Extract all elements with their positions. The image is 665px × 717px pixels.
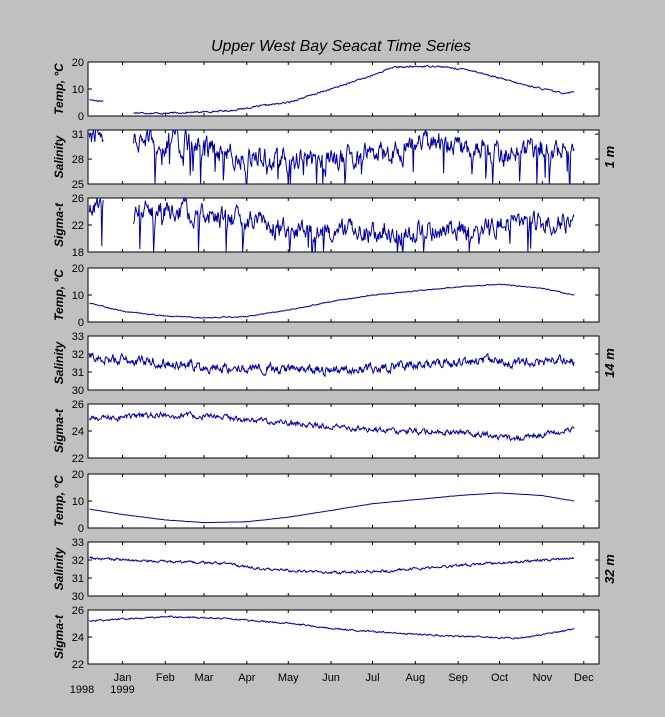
y-tick-label: 18 <box>72 247 84 259</box>
series-line <box>88 128 575 185</box>
y-tick-label: 32 <box>72 555 84 567</box>
x-tick-label: Nov <box>533 672 553 684</box>
depth-label: 32 m <box>602 554 617 584</box>
plot-area <box>87 267 600 323</box>
y-tick-label: 10 <box>72 84 84 96</box>
x-tick-label: Oct <box>491 672 508 684</box>
plot-area <box>87 197 600 253</box>
series-line <box>89 64 575 115</box>
depth-label: 1 m <box>602 145 617 168</box>
y-tick-label: 26 <box>72 193 84 205</box>
y-tick-label: 28 <box>72 154 84 166</box>
y-tick-label: 0 <box>78 523 84 535</box>
panel-sig_14m: 22 24 26 Sigma-t <box>52 399 600 465</box>
y-tick-label: 20 <box>72 57 84 69</box>
plot-area <box>87 129 600 185</box>
y-tick-label: 20 <box>72 263 84 275</box>
y-axis-label: Salinity <box>52 546 66 590</box>
y-tick-label: 24 <box>72 426 84 438</box>
panel-sal_14m: 30 31 32 33 Salinity <box>52 331 600 397</box>
x-tick-label: Mar <box>195 672 214 684</box>
depth-label: 14 m <box>602 348 617 378</box>
y-axis-label: Temp, °C <box>52 475 66 527</box>
plot-area <box>87 61 600 117</box>
x-tick-label: Feb <box>156 672 175 684</box>
series-line <box>89 556 575 575</box>
y-tick-label: 30 <box>72 385 84 397</box>
panels: 0 10 20 Temp, °C 25 28 31 Salinity 18 22 26 Sigma-t… <box>52 57 617 696</box>
series-line <box>89 283 575 319</box>
x-tick-label: Jan <box>114 672 132 684</box>
y-tick-label: 0 <box>78 317 84 329</box>
x-tick-label: Aug <box>406 672 426 684</box>
series-line <box>88 410 575 442</box>
y-tick-label: 31 <box>72 367 84 379</box>
y-tick-label: 0 <box>78 111 84 123</box>
panel-temp_1m: 0 10 20 Temp, °C <box>52 57 600 123</box>
y-axis-label: Sigma-t <box>52 408 66 453</box>
y-tick-label: 10 <box>72 496 84 508</box>
y-axis-label: Sigma-t <box>52 202 66 247</box>
panel-sal_32m: 30 31 32 33 Salinity <box>52 537 600 603</box>
x-tick-label: Apr <box>238 672 255 684</box>
y-axis-label: Temp, °C <box>52 63 66 115</box>
y-tick-label: 26 <box>72 605 84 617</box>
x-tick-label: Jun <box>322 672 340 684</box>
series-line <box>89 492 575 524</box>
y-tick-label: 10 <box>72 290 84 302</box>
series-line <box>88 352 575 378</box>
y-tick-label: 22 <box>72 453 84 465</box>
x-tick-label: May <box>278 672 299 684</box>
y-tick-label: 20 <box>72 469 84 481</box>
panel-temp_32m: 0 10 20 Temp, °C <box>52 469 600 535</box>
x-year-label: 1998 <box>70 684 94 696</box>
series-line <box>89 615 575 640</box>
y-tick-label: 22 <box>72 220 84 232</box>
y-axis-label: Sigma-t <box>52 614 66 659</box>
x-year-label: 1999 <box>110 684 134 696</box>
y-tick-label: 31 <box>72 129 84 141</box>
x-tick-label: Sep <box>448 672 468 684</box>
y-tick-label: 30 <box>72 591 84 603</box>
y-axis-label: Salinity <box>52 340 66 384</box>
x-tick-label: Dec <box>574 672 594 684</box>
y-axis-label: Temp, °C <box>52 269 66 321</box>
plot-area <box>87 609 600 665</box>
y-tick-label: 33 <box>72 537 84 549</box>
x-tick-label: Jul <box>365 672 379 684</box>
figure-title: Upper West Bay Seacat Time Series <box>211 38 471 55</box>
plot-area <box>87 403 600 459</box>
y-tick-label: 24 <box>72 632 84 644</box>
y-tick-label: 25 <box>72 179 84 191</box>
plot-area <box>87 335 600 391</box>
y-tick-label: 31 <box>72 573 84 585</box>
panel-sig_32m: 22 24 26 Sigma-t <box>52 605 600 671</box>
y-axis-label: Salinity <box>52 134 66 178</box>
panel-sig_1m: 18 22 26 Sigma-t <box>52 193 600 259</box>
plot-area <box>87 473 600 529</box>
y-tick-label: 33 <box>72 331 84 343</box>
y-tick-label: 26 <box>72 399 84 411</box>
panel-temp_14m: 0 10 20 Temp, °C <box>52 263 600 329</box>
y-tick-label: 22 <box>72 659 84 671</box>
plot-area <box>87 541 600 597</box>
series-line <box>88 196 575 253</box>
y-tick-label: 32 <box>72 349 84 361</box>
panel-sal_1m: 25 28 31 Salinity <box>52 128 600 191</box>
